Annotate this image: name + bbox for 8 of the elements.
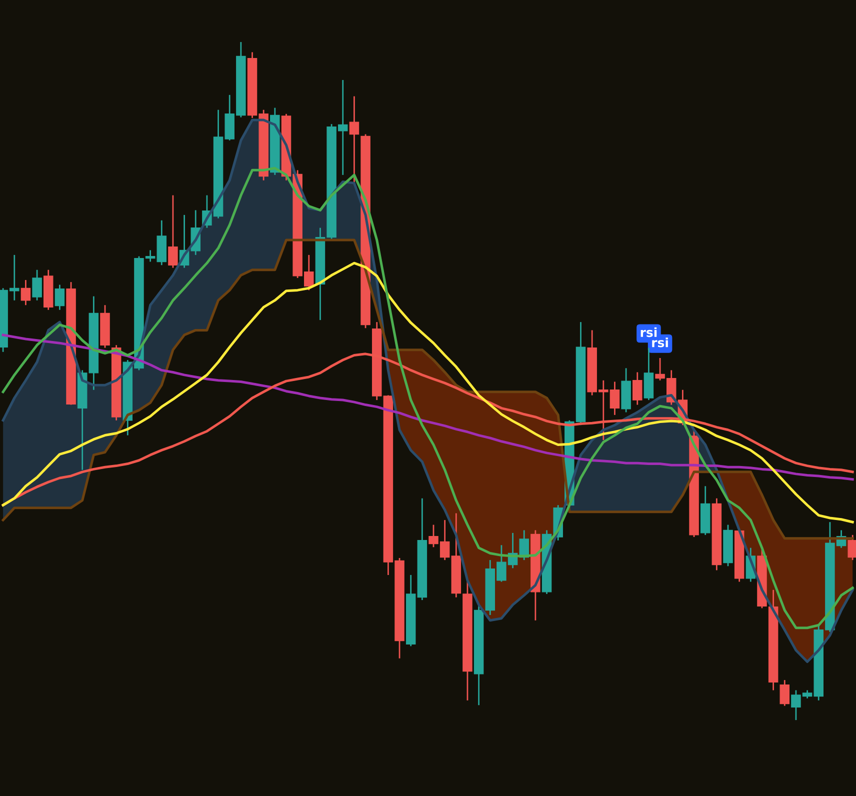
annotation: rsi [640, 327, 657, 338]
candlestick [20, 279, 31, 306]
candlestick [632, 372, 642, 406]
candlestick [780, 679, 790, 707]
annotation: rsi [652, 338, 668, 348]
candlestick [54, 284, 65, 311]
candlestick [32, 269, 42, 302]
candlestick [168, 194, 178, 269]
